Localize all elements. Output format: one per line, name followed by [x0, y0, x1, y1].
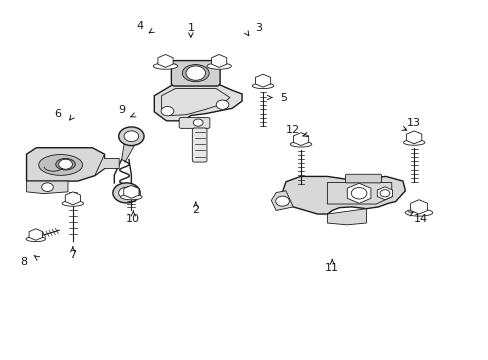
Polygon shape	[158, 54, 173, 67]
Polygon shape	[377, 187, 392, 200]
Polygon shape	[95, 154, 119, 176]
Polygon shape	[346, 183, 370, 203]
Polygon shape	[255, 74, 270, 87]
Ellipse shape	[206, 63, 231, 69]
FancyBboxPatch shape	[171, 60, 220, 86]
Polygon shape	[406, 131, 421, 144]
FancyBboxPatch shape	[179, 118, 209, 129]
Polygon shape	[154, 83, 242, 121]
Polygon shape	[271, 191, 293, 211]
Polygon shape	[281, 176, 405, 214]
Polygon shape	[26, 181, 68, 194]
Text: 5: 5	[280, 93, 286, 103]
Polygon shape	[123, 185, 139, 198]
Circle shape	[119, 187, 134, 199]
Ellipse shape	[405, 209, 432, 216]
Ellipse shape	[39, 154, 82, 175]
Circle shape	[59, 159, 72, 169]
Ellipse shape	[252, 83, 273, 89]
Text: 9: 9	[118, 105, 125, 115]
Polygon shape	[29, 229, 42, 240]
Polygon shape	[410, 200, 427, 214]
Ellipse shape	[26, 237, 45, 242]
Circle shape	[350, 188, 366, 199]
Text: 2: 2	[192, 206, 199, 216]
Circle shape	[275, 196, 289, 206]
FancyBboxPatch shape	[192, 128, 206, 162]
Circle shape	[379, 190, 389, 197]
Polygon shape	[122, 144, 135, 161]
Polygon shape	[211, 54, 226, 67]
Ellipse shape	[290, 141, 311, 147]
FancyBboxPatch shape	[345, 174, 381, 183]
Text: 12: 12	[285, 125, 300, 135]
Text: 7: 7	[69, 250, 76, 260]
Ellipse shape	[182, 64, 209, 82]
Text: 6: 6	[55, 109, 61, 119]
Ellipse shape	[121, 194, 142, 200]
Polygon shape	[327, 209, 366, 225]
Circle shape	[113, 183, 140, 203]
Text: 14: 14	[413, 215, 427, 224]
Circle shape	[193, 119, 203, 126]
Text: 13: 13	[407, 118, 420, 128]
Text: 1: 1	[187, 23, 194, 33]
Text: 8: 8	[20, 257, 28, 267]
Text: 10: 10	[126, 215, 140, 224]
Circle shape	[161, 107, 173, 116]
Circle shape	[119, 127, 144, 145]
Circle shape	[185, 66, 205, 80]
Circle shape	[216, 100, 228, 109]
Text: 3: 3	[255, 23, 262, 33]
Circle shape	[41, 183, 53, 192]
Ellipse shape	[62, 201, 83, 206]
Polygon shape	[65, 192, 81, 205]
Ellipse shape	[153, 63, 177, 69]
Polygon shape	[26, 148, 104, 181]
Text: 4: 4	[136, 21, 143, 31]
Polygon shape	[293, 133, 308, 145]
Ellipse shape	[56, 158, 75, 170]
Ellipse shape	[403, 140, 424, 145]
Circle shape	[124, 131, 139, 141]
Text: 11: 11	[325, 263, 339, 273]
